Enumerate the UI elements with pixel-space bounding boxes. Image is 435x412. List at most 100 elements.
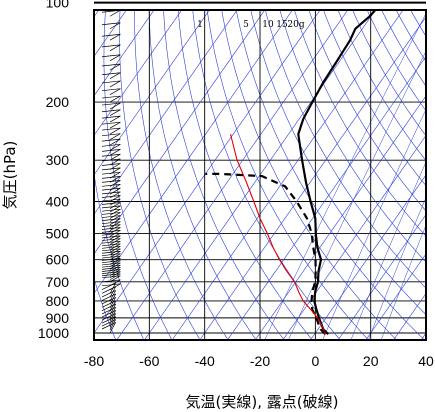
wind-barb-flag <box>101 44 121 48</box>
wind-barb-staff <box>109 191 121 199</box>
dry-adiabat-line <box>177 10 313 340</box>
wind-barb <box>101 205 121 213</box>
wind-barb-staff <box>109 316 116 328</box>
wind-barb-flag <box>101 163 121 166</box>
wind-barb-staff <box>109 144 121 151</box>
wind-barb <box>101 273 121 281</box>
dry-adiabat-line <box>94 276 117 340</box>
wind-barb-staff <box>109 205 121 213</box>
sounding-series <box>205 10 377 335</box>
y-tick-label: 700 <box>46 274 70 290</box>
y-tick-label: 100 <box>46 0 70 11</box>
isotherm-line <box>171 10 404 340</box>
wind-barb <box>101 115 121 123</box>
mixing-ratio-line <box>264 12 426 340</box>
mixing-ratio-line <box>380 224 426 340</box>
wind-barb-flag <box>101 290 116 298</box>
dry-adiabat-line <box>265 10 426 289</box>
wind-barb-staff <box>109 322 116 334</box>
wind-barb-staff <box>109 202 121 209</box>
wind-barb-flag <box>101 221 121 225</box>
wind-barb <box>101 63 121 71</box>
wind-barb <box>101 153 121 161</box>
isotherm-line <box>116 10 349 340</box>
wind-barb-staff <box>109 319 116 331</box>
y-tick-label: 900 <box>46 310 70 326</box>
wind-barb-flag <box>101 102 121 106</box>
wind-barb-staff <box>109 80 121 88</box>
wind-barb-flag <box>101 316 116 324</box>
wind-barb <box>101 224 121 231</box>
wind-barb-flag <box>101 54 121 58</box>
isotherm-line <box>310 174 426 340</box>
wind-barb-staff <box>109 33 121 41</box>
wind-barb-flag <box>101 63 121 67</box>
y-tick-label: 1000 <box>38 325 69 341</box>
wind-barb-flag <box>101 258 121 261</box>
wind-barb-flag <box>101 297 116 305</box>
dry-adiabat-line <box>206 10 369 340</box>
wind-barb-flag <box>101 248 121 252</box>
isotherm-line <box>94 10 321 334</box>
wind-barb-staff <box>109 88 121 95</box>
isotherm-dryadiabat-lines <box>94 10 426 340</box>
wind-barb-flag <box>101 138 121 142</box>
wind-barb <box>101 319 116 331</box>
wind-barb-flag <box>101 275 121 279</box>
wind-barb <box>101 133 121 140</box>
x-tick-label: 20 <box>363 353 379 369</box>
wind-barb-staff <box>109 208 121 216</box>
x-tick-label: -80 <box>84 353 104 369</box>
wind-barb-staff <box>109 63 121 71</box>
wind-barb-flag <box>101 227 121 230</box>
wind-barb-flag <box>101 158 121 162</box>
wind-barb <box>101 138 121 146</box>
wind-barb-flag <box>101 286 116 294</box>
temperature-gridlines <box>93 10 427 340</box>
wind-barb-staff <box>109 109 121 117</box>
wind-barb-staff <box>109 218 121 225</box>
y-tick-label: 400 <box>46 194 70 210</box>
dry-adiabat-line <box>134 10 229 340</box>
isotherm-line <box>199 16 426 340</box>
wind-barb <box>101 121 121 129</box>
wind-barb-staff <box>109 310 116 322</box>
wind-barb <box>101 109 121 117</box>
mixing-ratio-line <box>322 108 426 340</box>
wind-barb-staff <box>109 95 121 103</box>
wind-barb <box>101 95 121 103</box>
mixing-ratio-labels: 1 5 10 15 20g <box>197 20 305 30</box>
wind-barb-staff <box>109 273 121 281</box>
wind-barb-flag <box>101 240 121 244</box>
wind-barb <box>101 191 121 199</box>
wind-barb-staff <box>109 212 121 219</box>
wind-barb <box>101 88 121 95</box>
isotherm-line <box>227 55 426 340</box>
wind-barb <box>101 10 121 17</box>
wind-barb-flag <box>101 167 121 171</box>
wind-barb-staff <box>109 215 121 222</box>
wind-barb <box>101 290 116 302</box>
isotherm-line <box>94 10 266 255</box>
wind-barb-flag <box>101 121 121 125</box>
wind-barb-staff <box>109 127 121 135</box>
dry-adiabat-line <box>221 10 397 340</box>
dewpoint-line <box>205 172 327 335</box>
wind-barb-staff <box>109 227 121 234</box>
isotherm-line <box>94 10 238 215</box>
dry-adiabat-line <box>323 10 426 187</box>
wind-barb-staff <box>109 44 121 52</box>
wind-barb-staff <box>109 121 121 129</box>
wind-barb-flag <box>101 149 121 152</box>
wind-barb <box>101 54 121 62</box>
wind-barb-flag <box>101 80 121 84</box>
wind-barb-flag <box>101 306 116 315</box>
wind-barb <box>101 158 121 166</box>
dry-adiabat-line <box>94 170 145 340</box>
wind-barb-staff <box>109 198 121 206</box>
wind-barb-flag <box>101 180 121 183</box>
wind-barb-flag <box>101 176 121 179</box>
mixing-ratio-lines <box>264 12 426 340</box>
wind-barb-staff <box>109 158 121 166</box>
wind-barb-flag <box>101 267 121 270</box>
